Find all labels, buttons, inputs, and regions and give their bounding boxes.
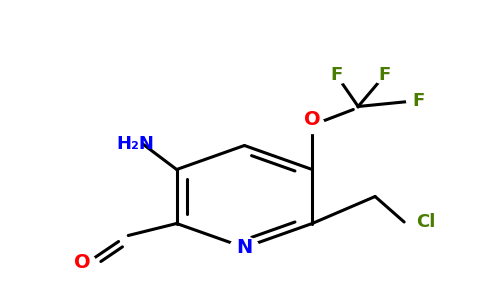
Text: O: O <box>74 253 91 272</box>
Ellipse shape <box>407 92 431 110</box>
Text: Cl: Cl <box>416 213 436 231</box>
Text: H₂N: H₂N <box>116 135 154 153</box>
Text: F: F <box>412 92 425 110</box>
Text: F: F <box>378 66 391 84</box>
Ellipse shape <box>324 66 348 84</box>
Text: N: N <box>236 238 253 257</box>
Ellipse shape <box>69 253 96 272</box>
Ellipse shape <box>300 116 324 134</box>
Text: F: F <box>330 66 343 84</box>
Ellipse shape <box>230 237 259 258</box>
Ellipse shape <box>373 66 397 84</box>
Text: O: O <box>304 110 320 129</box>
